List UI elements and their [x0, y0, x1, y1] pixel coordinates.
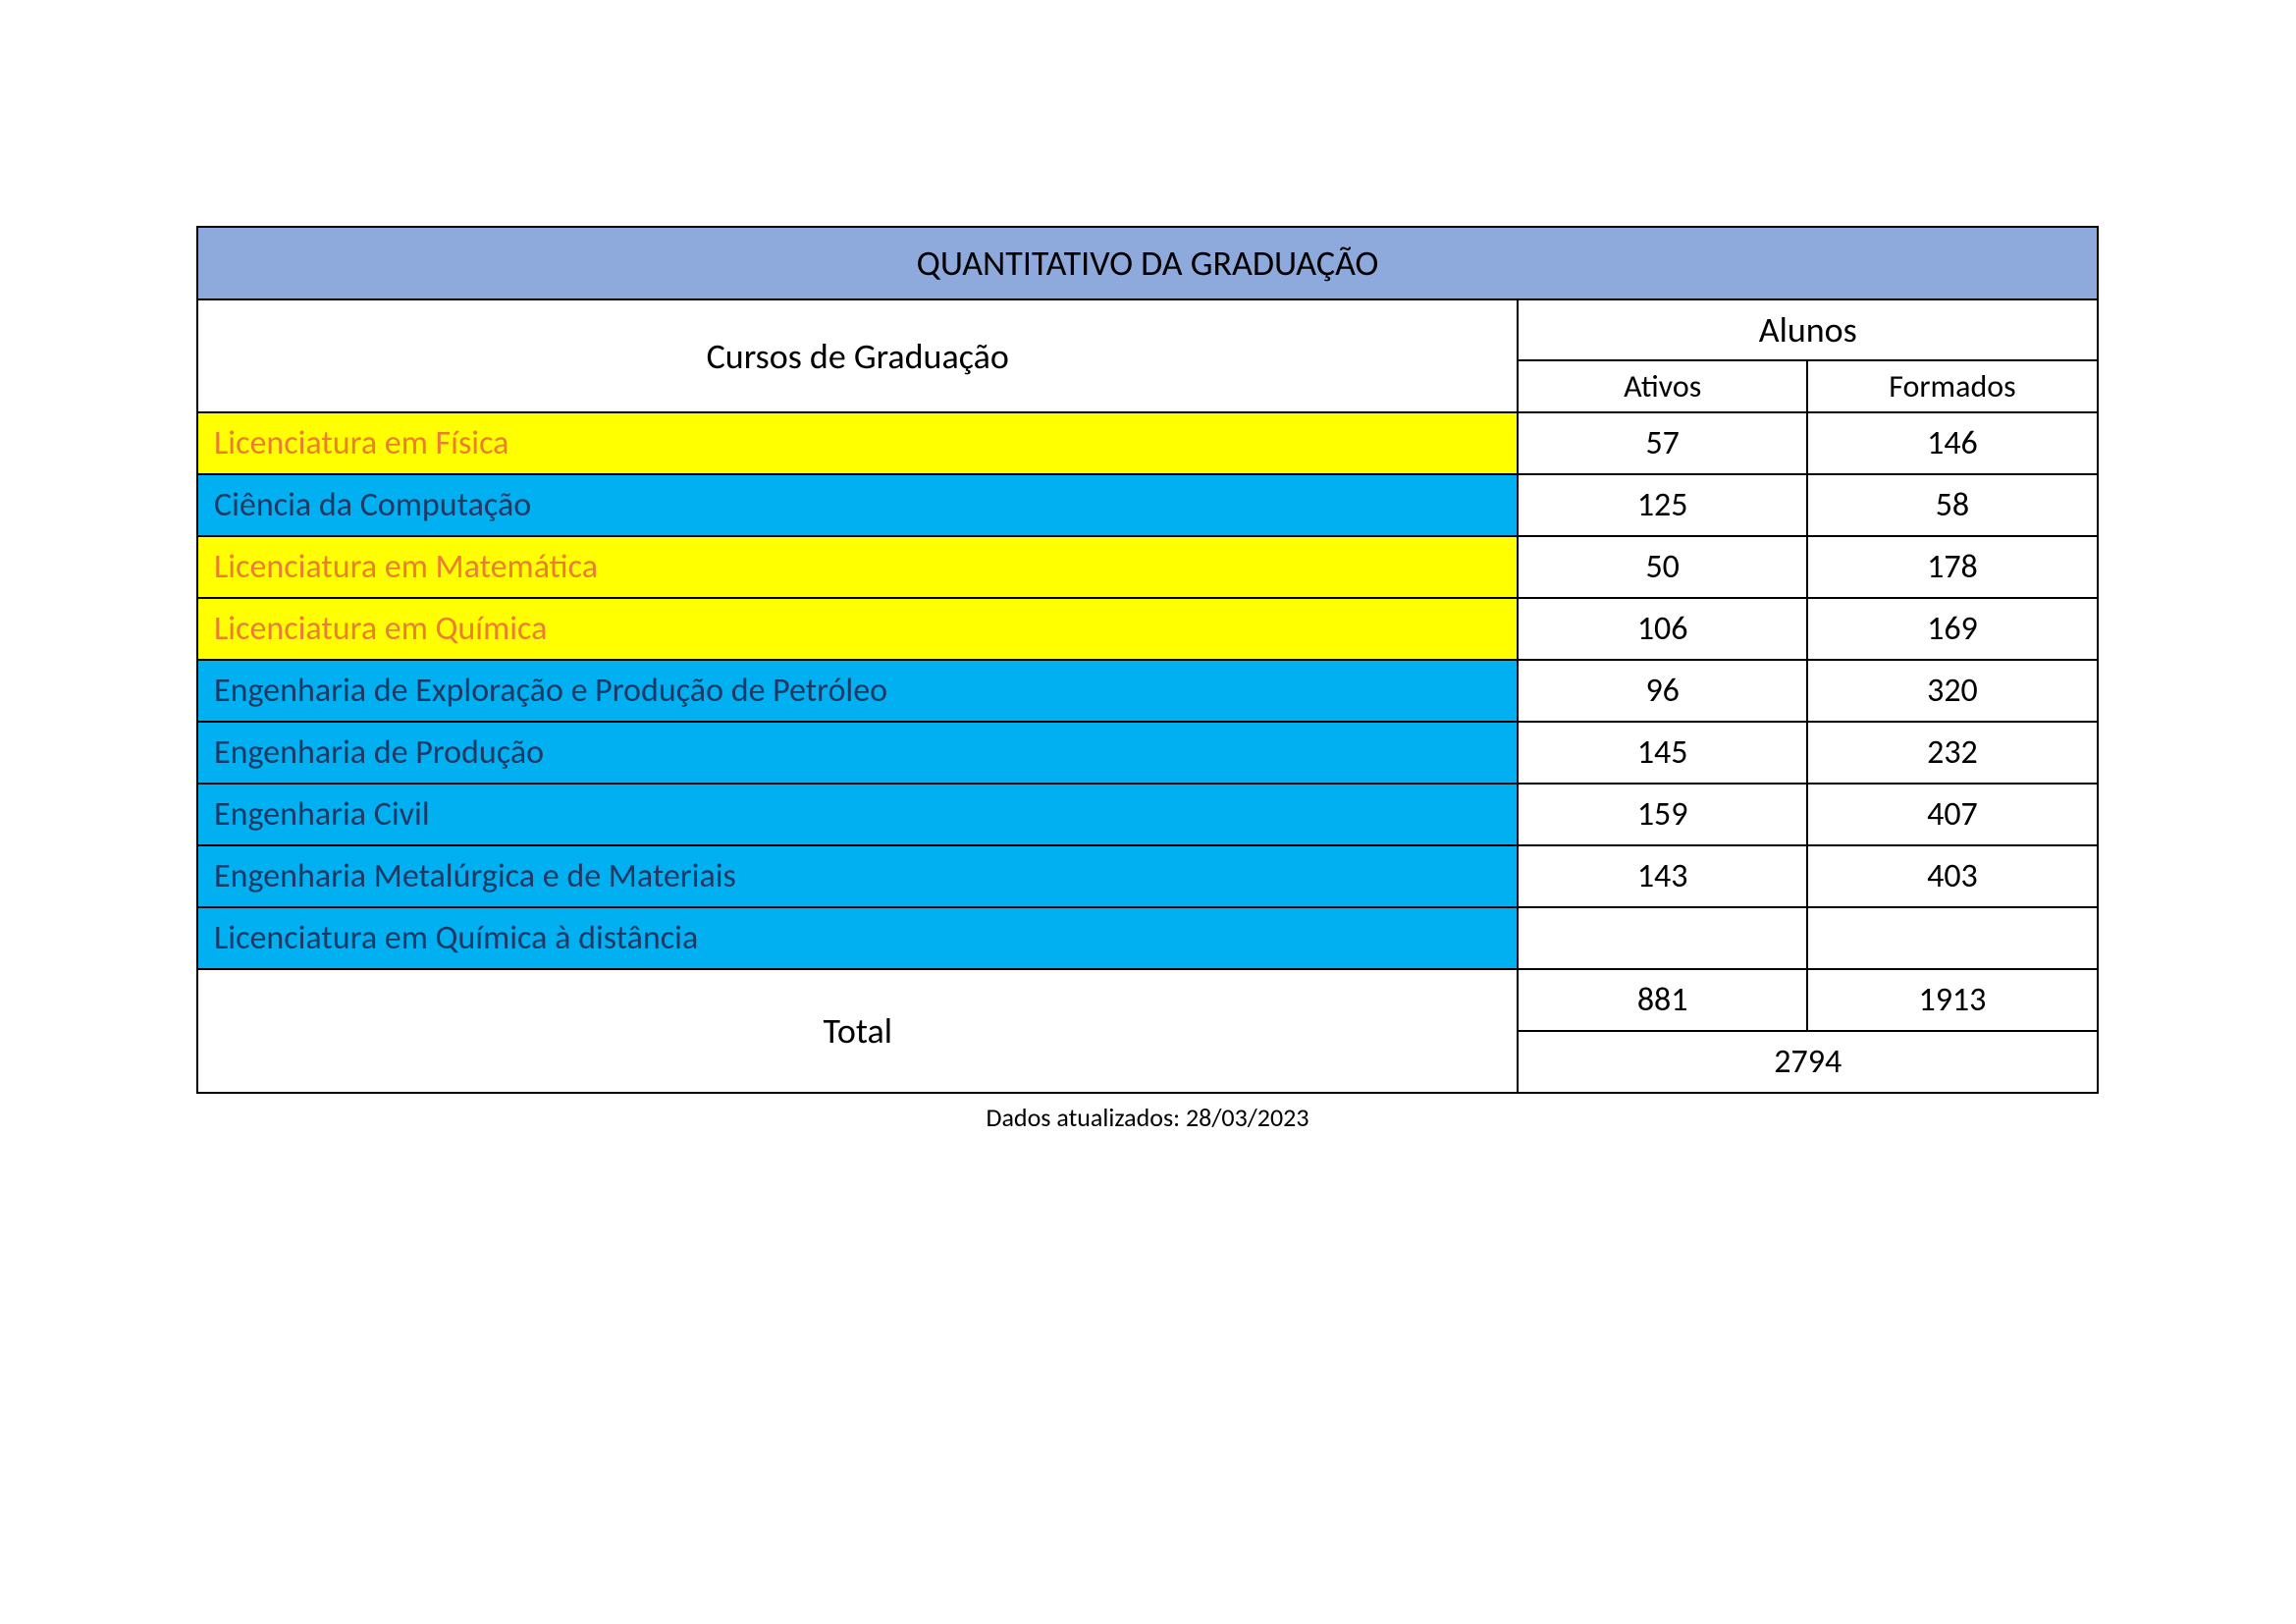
table-row: Engenharia de Exploração e Produção de P… — [197, 660, 2098, 722]
graduated-cell: 403 — [1807, 845, 2098, 907]
table-row: Licenciatura em Química à distância — [197, 907, 2098, 969]
graduated-header: Formados — [1807, 360, 2098, 412]
course-name-cell: Engenharia de Produção — [197, 722, 1518, 784]
table-row: Engenharia Civil 159 407 — [197, 784, 2098, 845]
course-name-cell: Licenciatura em Matemática — [197, 536, 1518, 598]
active-cell: 125 — [1518, 474, 1806, 536]
total-graduated: 1913 — [1807, 969, 2098, 1031]
active-cell: 57 — [1518, 412, 1806, 474]
students-header: Alunos — [1518, 299, 2098, 360]
total-label: Total — [197, 969, 1518, 1093]
graduated-cell: 169 — [1807, 598, 2098, 660]
active-header: Ativos — [1518, 360, 1806, 412]
course-name-cell: Engenharia Civil — [197, 784, 1518, 845]
header-row-1: Cursos de Graduação Alunos — [197, 299, 2098, 360]
graduated-cell: 58 — [1807, 474, 2098, 536]
table-row: Ciência da Computação 125 58 — [197, 474, 2098, 536]
table-row: Licenciatura em Física 57 146 — [197, 412, 2098, 474]
table-title: QUANTITATIVO DA GRADUAÇÃO — [197, 227, 2098, 299]
graduated-cell: 320 — [1807, 660, 2098, 722]
graduated-cell — [1807, 907, 2098, 969]
active-cell: 106 — [1518, 598, 1806, 660]
course-name-cell: Engenharia Metalúrgica e de Materiais — [197, 845, 1518, 907]
table-container: QUANTITATIVO DA GRADUAÇÃO Cursos de Grad… — [196, 226, 2099, 1133]
course-name-cell: Ciência da Computação — [197, 474, 1518, 536]
graduated-cell: 232 — [1807, 722, 2098, 784]
graduated-cell: 407 — [1807, 784, 2098, 845]
grand-total: 2794 — [1518, 1031, 2098, 1093]
course-name-cell: Licenciatura em Física — [197, 412, 1518, 474]
active-cell: 96 — [1518, 660, 1806, 722]
table-row: Engenharia Metalúrgica e de Materiais 14… — [197, 845, 2098, 907]
title-row: QUANTITATIVO DA GRADUAÇÃO — [197, 227, 2098, 299]
table-row: Licenciatura em Química 106 169 — [197, 598, 2098, 660]
table-row: Engenharia de Produção 145 232 — [197, 722, 2098, 784]
active-cell — [1518, 907, 1806, 969]
total-active: 881 — [1518, 969, 1806, 1031]
active-cell: 145 — [1518, 722, 1806, 784]
graduated-cell: 178 — [1807, 536, 2098, 598]
total-row-1: Total 881 1913 — [197, 969, 2098, 1031]
course-name-cell: Licenciatura em Química à distância — [197, 907, 1518, 969]
graduation-table: QUANTITATIVO DA GRADUAÇÃO Cursos de Grad… — [196, 226, 2099, 1094]
course-name-cell: Licenciatura em Química — [197, 598, 1518, 660]
active-cell: 159 — [1518, 784, 1806, 845]
table-row: Licenciatura em Matemática 50 178 — [197, 536, 2098, 598]
footnote-text: Dados atualizados: 28/03/2023 — [196, 1102, 2099, 1133]
active-cell: 143 — [1518, 845, 1806, 907]
active-cell: 50 — [1518, 536, 1806, 598]
graduated-cell: 146 — [1807, 412, 2098, 474]
courses-header: Cursos de Graduação — [197, 299, 1518, 412]
course-name-cell: Engenharia de Exploração e Produção de P… — [197, 660, 1518, 722]
